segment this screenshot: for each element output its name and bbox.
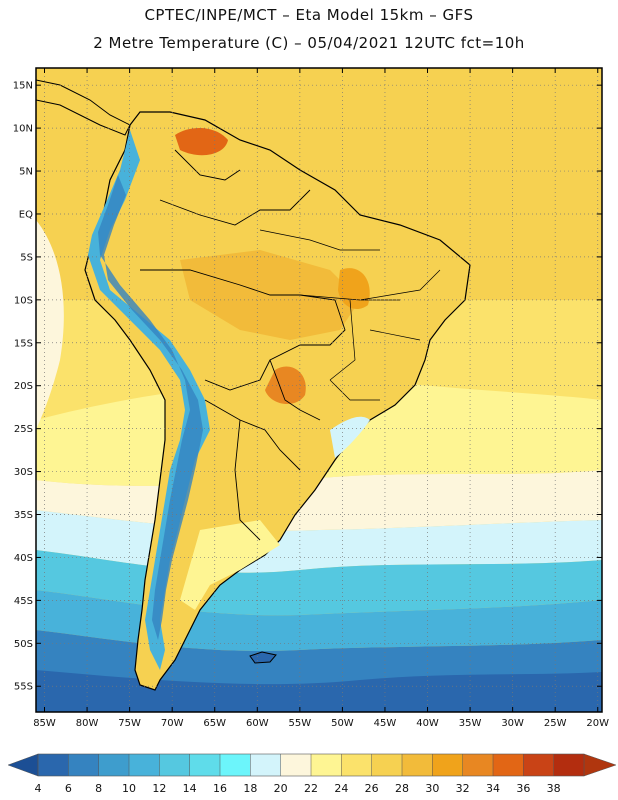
lat-label: 10N (13, 124, 33, 135)
colorbar-tick-label: 34 (486, 782, 500, 795)
colorbar-swatch (523, 754, 554, 776)
colorbar-tick-label: 6 (65, 782, 72, 795)
colorbar-tick-label: 36 (516, 782, 530, 795)
lat-label: 50S (14, 639, 33, 650)
pacific-cool-tongue (36, 220, 64, 430)
lon-label: 25W (544, 718, 567, 729)
colorbar-outline (37, 753, 585, 777)
colorbar-over-arrow (583, 753, 617, 777)
colorbar-swatch (371, 754, 403, 776)
colorbar-tick-label: 28 (395, 782, 409, 795)
colorbar-swatch (220, 754, 251, 776)
colorbar-swatch (250, 754, 281, 776)
colorbar-under-arrow (7, 753, 39, 777)
lat-label: 45S (14, 596, 33, 607)
lat-label: 5N (19, 167, 33, 178)
colorbar-swatch (493, 754, 524, 776)
lat-label: 15S (14, 338, 33, 349)
colorbar-swatch (311, 754, 342, 776)
andes-high-peaks (98, 175, 203, 640)
map-title: CPTEC/INPE/MCT – Eta Model 15km – GFS (144, 6, 474, 24)
lon-label: 65W (203, 718, 226, 729)
patagonia-mild-zone (180, 520, 280, 610)
colorbar-tick-label: 8 (95, 782, 102, 795)
lat-label: 30S (14, 467, 33, 478)
colorbar-swatch (129, 754, 160, 776)
country-borders (140, 149, 346, 541)
colorbar-tick-label: 22 (304, 782, 318, 795)
lon-label: 60W (246, 718, 269, 729)
colorbar-swatch (98, 754, 130, 776)
lon-label: 80W (76, 718, 99, 729)
colorbar-tick-label: 20 (274, 782, 288, 795)
andes-cold-ridge (88, 130, 210, 670)
map-frame (35, 67, 603, 713)
graticule (36, 68, 602, 712)
map-subtitle: 2 Metre Temperature (C) – 05/04/2021 12U… (93, 34, 525, 52)
colorbar-tick-label: 14 (183, 782, 197, 795)
colorbar-swatch (68, 754, 99, 776)
colorbar-tick-label: 16 (213, 782, 227, 795)
colorbar-swatch (280, 754, 312, 776)
lon-label: 20W (586, 718, 609, 729)
lat-label: EQ (19, 209, 33, 220)
longitude-labels: 85W 80W 75W 70W 65W 60W 55W 50W 45W 40W 35W 30W 25W 2… (33, 718, 609, 729)
lon-label: 30W (501, 718, 524, 729)
serra-do-mar-cool-zone (330, 416, 370, 458)
colorbar-swatch (402, 754, 433, 776)
colorbar-swatch (553, 754, 585, 776)
colorbar: 4 6 8 10 12 14 16 18 20 22 24 26 28 30 32 34 36 38 (7, 753, 617, 795)
central-america-landmass (36, 79, 131, 136)
colorbar-tick-label: 26 (365, 782, 379, 795)
colorbar-tick-label: 32 (456, 782, 470, 795)
colorbar-swatch (38, 754, 69, 776)
lon-label: 85W (33, 718, 56, 729)
lat-label: 15N (13, 81, 33, 92)
colorbar-swatch (159, 754, 190, 776)
latitude-labels: 15N 10N 5N EQ 5S 10S 15S 20S 25S 30S 35S 40S 45S 50S 5… (13, 81, 33, 693)
lat-label: 40S (14, 553, 33, 564)
lon-label: 50W (331, 718, 354, 729)
colorbar-swatch (462, 754, 494, 776)
map-field (36, 68, 602, 712)
lat-label: 5S (20, 252, 33, 263)
colorbar-swatch (341, 754, 372, 776)
colorbar-tick-label: 38 (547, 782, 561, 795)
colorbar-tick-label: 10 (122, 782, 136, 795)
lat-label: 25S (14, 424, 33, 435)
lat-label: 20S (14, 381, 33, 392)
lon-label: 70W (161, 718, 184, 729)
colorbar-tick-label: 30 (425, 782, 439, 795)
colorbar-tick-label: 24 (334, 782, 348, 795)
colorbar-swatch (432, 754, 463, 776)
lon-label: 40W (416, 718, 439, 729)
lon-label: 55W (289, 718, 312, 729)
pantanal-hot-spot (265, 366, 306, 405)
colorbar-tick-label: 12 (152, 782, 166, 795)
falkland-islands (249, 651, 277, 664)
lon-label: 35W (459, 718, 482, 729)
lat-label: 55S (14, 682, 33, 693)
colorbar-tick-label: 4 (35, 782, 42, 795)
lon-label: 45W (374, 718, 397, 729)
colorbar-tick-label: 18 (243, 782, 257, 795)
axis-ticks (36, 68, 602, 712)
lat-label: 35S (14, 510, 33, 521)
colorbar-swatch (189, 754, 221, 776)
lat-label: 10S (14, 295, 33, 306)
coldest-ocean-band (36, 670, 602, 712)
lon-label: 75W (118, 718, 141, 729)
